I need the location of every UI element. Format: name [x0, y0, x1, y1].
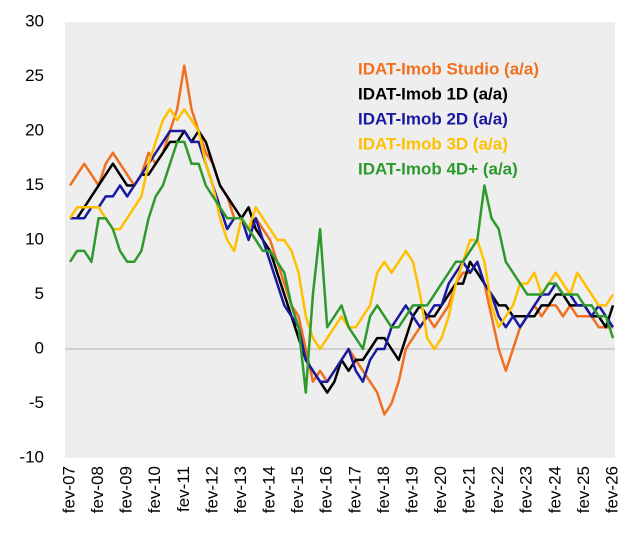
- x-tick-label: fev-11: [174, 466, 193, 512]
- legend-label: IDAT-Imob Studio (a/a): [358, 59, 539, 78]
- plot-area: [65, 22, 615, 458]
- x-tick-label: fev-21: [460, 466, 479, 513]
- x-tick-label: fev-07: [59, 466, 78, 513]
- series-line: [70, 129, 615, 383]
- legend: IDAT-Imob Studio (a/a) IDAT-Imob 1D (a/a)…: [358, 59, 539, 178]
- x-tick-label: fev-13: [231, 466, 250, 513]
- x-tick-label: fev-26: [602, 466, 621, 513]
- legend-label: IDAT-Imob 4D+ (a/a): [358, 159, 518, 178]
- y-tick-label: -10: [19, 447, 44, 466]
- x-tick-label: fev-15: [288, 466, 307, 513]
- y-tick-label: 5: [35, 284, 44, 303]
- series-line: [68, 140, 615, 394]
- x-tick-label: fev-20: [431, 466, 450, 513]
- x-tick-label: fev-22: [488, 466, 507, 513]
- y-tick-label: 20: [25, 120, 44, 139]
- y-tick-label: -5: [29, 393, 44, 412]
- x-tick-label: fev-14: [260, 466, 279, 513]
- x-tick-label: fev-17: [345, 466, 364, 513]
- y-tick-label: 30: [25, 11, 44, 30]
- y-tick-label: 25: [25, 66, 44, 85]
- y-tick-label: 15: [25, 175, 44, 194]
- x-tick-label: fev-25: [574, 466, 593, 513]
- legend-label: IDAT-Imob 2D (a/a): [358, 109, 508, 128]
- x-tick-label: fev-08: [88, 466, 107, 513]
- x-tick-label: fev-24: [545, 466, 564, 513]
- x-tick-label: fev-12: [202, 466, 221, 513]
- y-tick-label: 0: [35, 338, 44, 357]
- x-tick-label: fev-09: [117, 466, 136, 513]
- legend-label: IDAT-Imob 1D (a/a): [358, 84, 508, 103]
- legend-label: IDAT-Imob 3D (a/a): [358, 134, 508, 153]
- x-tick-label: fev-19: [402, 466, 421, 513]
- y-tick-label: 10: [25, 229, 44, 248]
- x-tick-label: fev-16: [317, 466, 336, 513]
- x-tick-label: fev-10: [145, 466, 164, 513]
- x-tick-label: fev-18: [374, 466, 393, 513]
- x-tick-label: fev-23: [517, 466, 536, 513]
- series-line: [68, 107, 615, 351]
